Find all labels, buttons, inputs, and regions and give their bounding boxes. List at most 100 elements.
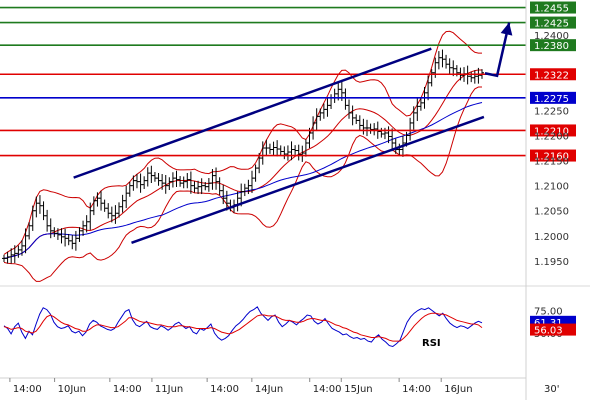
price-bar <box>12 245 17 264</box>
price-bar <box>214 167 219 190</box>
price-bar <box>181 176 186 189</box>
price-bar <box>192 181 197 193</box>
price-bar <box>382 127 387 140</box>
price-bar <box>188 171 193 194</box>
price-bar <box>372 123 377 136</box>
time-tick-label: 14:00 <box>113 384 142 395</box>
level-label: 1.2380 <box>534 41 569 52</box>
level-label-box <box>530 16 576 29</box>
price-tick-label: 1.2150 <box>534 157 569 168</box>
time-axis-right-label: 30' <box>544 384 559 395</box>
level-label: 1.2275 <box>534 94 569 105</box>
level-label-box <box>530 149 576 162</box>
price-bar <box>357 115 362 131</box>
time-tick-label: 11Jun <box>155 384 183 395</box>
price-bar <box>149 165 154 183</box>
rsi-panel <box>3 306 483 348</box>
level-label: 1.2210 <box>534 126 569 137</box>
level-label-box <box>530 1 576 14</box>
price-bar <box>296 144 301 161</box>
price-bar <box>152 172 157 182</box>
price-bar <box>364 119 369 137</box>
level-label-box <box>530 68 576 81</box>
price-bar <box>156 173 161 186</box>
price-bar <box>289 141 294 161</box>
price-bar <box>440 49 445 68</box>
price-bar <box>436 51 441 70</box>
price-bar <box>70 234 75 250</box>
price-bar <box>59 228 64 244</box>
price-axis: 1.2455 1.2425 1.2380 1.2322 1.2275 1.2210 1.21… <box>530 1 576 268</box>
price-bar <box>113 205 118 224</box>
price-tick-label: 1.2000 <box>534 232 569 243</box>
price-bar <box>34 196 39 218</box>
price-bar <box>63 228 68 247</box>
price-bar <box>361 118 366 135</box>
price-bar <box>199 178 204 195</box>
price-bar <box>41 201 46 221</box>
rsi-series-line <box>3 312 483 342</box>
price-bar <box>102 199 107 212</box>
horizontal-levels <box>0 6 526 157</box>
price-bar <box>253 164 258 182</box>
trend-channel <box>73 47 485 245</box>
level-label-box <box>530 124 576 137</box>
price-bar <box>242 183 247 197</box>
time-tick-label: 14:00 <box>313 384 342 395</box>
price-bar <box>217 177 222 196</box>
price-panel <box>0 6 526 282</box>
price-bar <box>293 145 298 155</box>
time-tick-label: 14:00 <box>13 384 42 395</box>
price-bar <box>48 218 53 239</box>
price-bar <box>134 174 139 189</box>
price-bar <box>343 88 348 110</box>
price-bar <box>469 71 474 83</box>
price-bar <box>271 141 276 156</box>
time-tick-label: 10Jun <box>58 384 86 395</box>
price-tick-label: 1.2200 <box>534 131 569 142</box>
price-bar <box>95 192 100 207</box>
level-label: 1.2160 <box>534 152 569 163</box>
price-bar <box>142 176 147 190</box>
price-bar <box>52 227 57 237</box>
rsi-label: RSI <box>422 338 441 349</box>
channel-upper-line <box>73 47 432 179</box>
price-bar <box>206 178 211 192</box>
time-tick-label: 14:00 <box>210 384 239 395</box>
price-bar <box>318 108 323 121</box>
rsi-value-label: 61.31 <box>534 318 563 329</box>
price-bar <box>124 185 129 209</box>
price-tick-label: 1.2250 <box>534 106 569 117</box>
time-axis: 14:00 10Jun 14:00 11Jun 14:00 14Jun 14:00 15Jun… <box>9 378 473 395</box>
price-bar <box>2 254 6 263</box>
price-tick-label: 1.2050 <box>534 207 569 218</box>
time-tick-label: 14Jun <box>255 384 283 395</box>
channel-lower-line <box>131 115 485 245</box>
price-bar <box>16 245 21 258</box>
price-bar <box>329 94 334 109</box>
time-tick-label: 16Jun <box>444 384 472 395</box>
price-bar <box>170 172 175 188</box>
price-bar <box>99 190 104 211</box>
price-bar <box>411 106 416 130</box>
rsi-value-label: 56.03 <box>534 326 563 337</box>
rsi-series-line <box>3 306 483 348</box>
price-bar <box>368 123 373 134</box>
level-label: 1.2455 <box>534 4 569 15</box>
price-bar <box>66 233 71 246</box>
bollinger-upper <box>3 30 482 255</box>
projection-arrowhead <box>500 22 513 36</box>
rsi-tick-label: 75.00 <box>534 307 563 318</box>
level-label-box <box>530 39 576 52</box>
price-bar <box>300 145 305 162</box>
price-bar <box>472 70 477 84</box>
price-bar <box>325 97 330 117</box>
price-bar <box>350 105 355 126</box>
price-bar <box>379 127 384 138</box>
price-bar <box>45 209 50 232</box>
price-bar <box>282 146 287 160</box>
level-label: 1.2322 <box>534 70 569 81</box>
price-tick-label: 1.1950 <box>534 257 569 268</box>
